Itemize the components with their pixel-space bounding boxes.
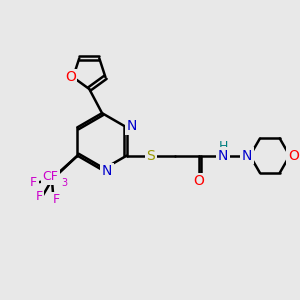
Text: CF: CF (43, 170, 58, 183)
Text: S: S (146, 149, 155, 163)
Text: H: H (218, 140, 228, 153)
Text: N: N (127, 119, 137, 133)
Text: N: N (242, 149, 252, 163)
Text: N: N (102, 164, 112, 178)
Text: 3: 3 (61, 178, 67, 188)
Text: O: O (65, 70, 76, 84)
Text: N: N (218, 149, 228, 163)
Text: O: O (289, 149, 299, 163)
Text: F: F (52, 193, 60, 206)
Text: F: F (30, 176, 37, 189)
Text: F: F (36, 190, 43, 203)
Text: O: O (194, 174, 204, 188)
